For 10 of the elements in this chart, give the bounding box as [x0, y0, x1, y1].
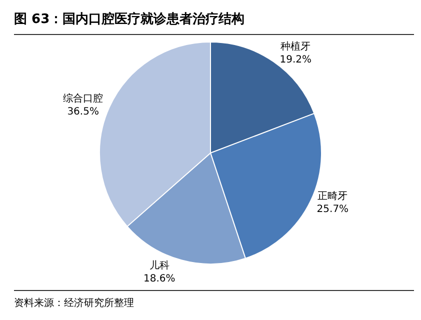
data-label: 19.2%: [280, 54, 312, 66]
slice-label: 综合口腔: [63, 92, 104, 105]
data-label: 36.5%: [67, 106, 99, 118]
data-label: 18.6%: [144, 273, 176, 284]
slice-label: 儿科: [149, 259, 170, 272]
data-label: 25.7%: [316, 204, 349, 215]
slice-label: 正畸牙: [318, 190, 348, 202]
chart-title: 图 63：国内口腔医疗就诊患者治疗结构: [14, 10, 414, 35]
text: 资料来源：经济研究所整理: [14, 290, 414, 310]
slice-label: 种植牙: [280, 40, 311, 53]
